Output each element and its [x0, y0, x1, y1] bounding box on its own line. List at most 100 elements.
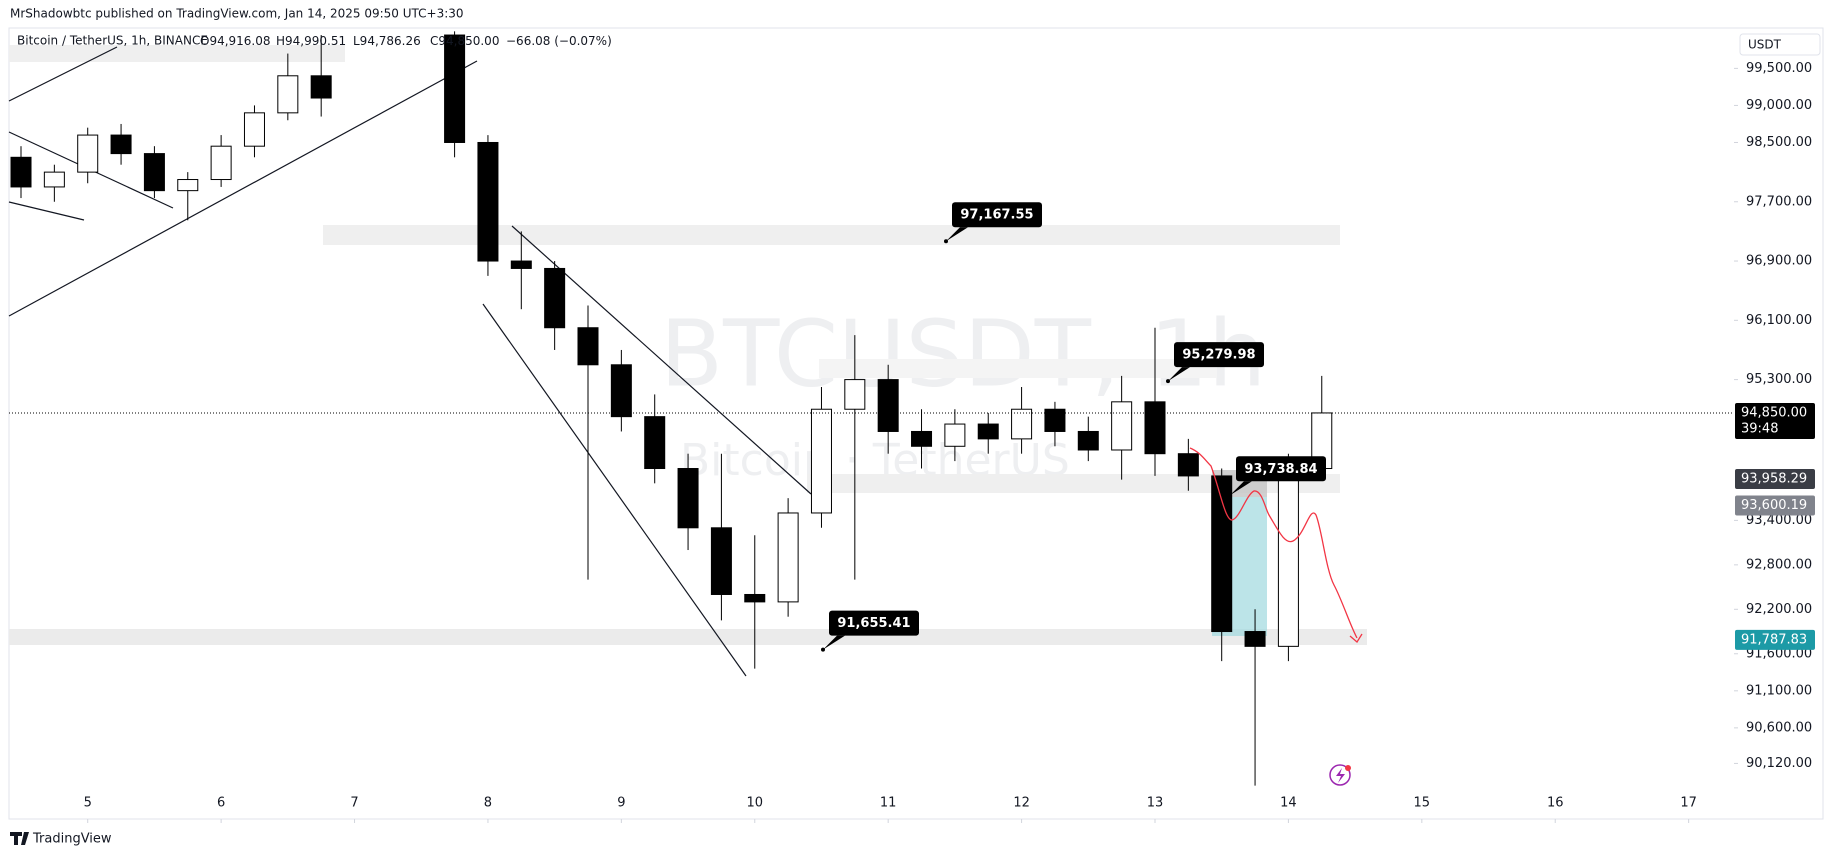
y-tick-label: 96,100.00 [1746, 313, 1812, 328]
candle-body [1177, 453, 1199, 477]
zone [9, 45, 345, 62]
callout-label: 93,738.84 [1244, 462, 1317, 477]
trendlines [8, 46, 812, 677]
candle-body [1144, 401, 1166, 455]
callout-anchor [944, 239, 948, 244]
candles-layer [10, 31, 1333, 786]
callout-pointer [1230, 481, 1252, 496]
candle-body [277, 75, 299, 114]
legend-open: O94,916.08 [200, 34, 271, 48]
candle-body [810, 408, 832, 514]
ohlc-legend: O94,916.08 H94,990.51 L94,786.26 C94,850… [200, 34, 612, 48]
price-tag [1735, 469, 1815, 490]
candle-body [243, 112, 265, 147]
candle-body [911, 430, 933, 447]
x-tick-label: 12 [1013, 796, 1030, 811]
y-tick-label: 91,600.00 [1746, 646, 1812, 661]
callout-pointer [823, 635, 845, 650]
callout-box [829, 610, 919, 636]
legend-close: C94,850.00 [430, 34, 499, 48]
alert-icon[interactable] [1329, 764, 1351, 786]
y-tick-label: 93,400.00 [1746, 513, 1812, 528]
x-tick-label: 17 [1680, 796, 1697, 811]
candle-body [1011, 408, 1033, 440]
callout-box [1174, 342, 1264, 368]
candle-body [1277, 468, 1299, 647]
callout-box [1236, 456, 1326, 482]
legend-high: H94,990.51 [276, 34, 346, 48]
x-tick-label: 7 [350, 796, 358, 811]
y-tick-label: 95,300.00 [1746, 372, 1812, 387]
trendline [8, 201, 85, 221]
legend-title: Bitcoin / TetherUS, 1h, BINANCE [17, 34, 208, 48]
trendline [482, 303, 747, 677]
callout-pointer [1168, 367, 1190, 382]
candle-body [677, 468, 699, 529]
candle-body [1244, 631, 1266, 647]
candle-body [1077, 430, 1099, 451]
x-tick-label: 6 [217, 796, 225, 811]
projection-path [1189, 447, 1358, 639]
overlay-layer: MrShadowbtc published on TradingView.com… [9, 7, 1821, 847]
x-tick-label: 16 [1547, 796, 1564, 811]
candle-body [844, 379, 866, 410]
price-tag-label: 94,850.00 [1741, 405, 1807, 420]
candle-body [944, 423, 966, 447]
x-tick-label: 13 [1147, 796, 1164, 811]
candle-body [544, 267, 566, 329]
candle-body [710, 527, 732, 595]
candle-body [10, 156, 32, 188]
candle-body [43, 171, 65, 188]
x-tick-label: 8 [484, 796, 492, 811]
candle-body [210, 145, 232, 181]
x-tick-label: 5 [84, 796, 92, 811]
callout-anchor [1166, 379, 1170, 384]
price-tag-label: 93,600.19 [1741, 498, 1807, 513]
candle-body [577, 327, 599, 366]
projection-arrow [1349, 633, 1363, 643]
candle-body [610, 364, 632, 418]
candle-body [177, 179, 199, 192]
zone [807, 474, 1340, 493]
callout-label: 95,279.98 [1182, 348, 1255, 363]
candle-body [644, 416, 666, 470]
countdown: 39:48 [1741, 421, 1778, 436]
brand: TradingView [32, 832, 112, 847]
price-tag [1735, 402, 1815, 439]
x-tick-label: 10 [746, 796, 763, 811]
y-tick-label: 96,900.00 [1746, 254, 1812, 269]
callout-box [952, 202, 1042, 228]
x-tick-label: 9 [617, 796, 625, 811]
y-tick-label: 92,800.00 [1746, 557, 1812, 572]
callout-label: 91,655.41 [837, 616, 910, 631]
candle-body [744, 593, 766, 603]
publisher: MrShadowbtc published on TradingView.com… [10, 7, 464, 21]
trendline [8, 60, 478, 317]
currency[interactable]: USDT [1748, 38, 1782, 52]
legend-low: L94,786.26 [353, 34, 421, 48]
zone [819, 359, 1217, 378]
zone [323, 225, 1340, 245]
drawings-layer: BTCUSDT, 1h Bitcoin · TetherUS [8, 27, 1824, 820]
currency-box[interactable] [1739, 33, 1821, 56]
candle-body [110, 134, 132, 155]
alert-bolt [1336, 768, 1345, 783]
callout-anchor [821, 647, 825, 652]
candle-body [444, 34, 466, 143]
candle-body [877, 379, 899, 432]
candle-body [77, 134, 99, 173]
y-tick-label: 92,200.00 [1746, 602, 1812, 617]
y-tick-label: 99,500.00 [1746, 61, 1812, 76]
legend-change: −66.08 (−0.07%) [506, 34, 612, 48]
candle-body [977, 423, 999, 440]
candle-body [510, 260, 532, 269]
zone [9, 629, 1367, 645]
trendline [8, 46, 118, 102]
price-tag-label: 91,787.83 [1741, 632, 1807, 647]
candle-body [777, 512, 799, 603]
y-tick-label: 90,120.00 [1746, 756, 1812, 771]
y-tick-label: 97,700.00 [1746, 194, 1812, 209]
y-tick-label: 90,600.00 [1746, 720, 1812, 735]
